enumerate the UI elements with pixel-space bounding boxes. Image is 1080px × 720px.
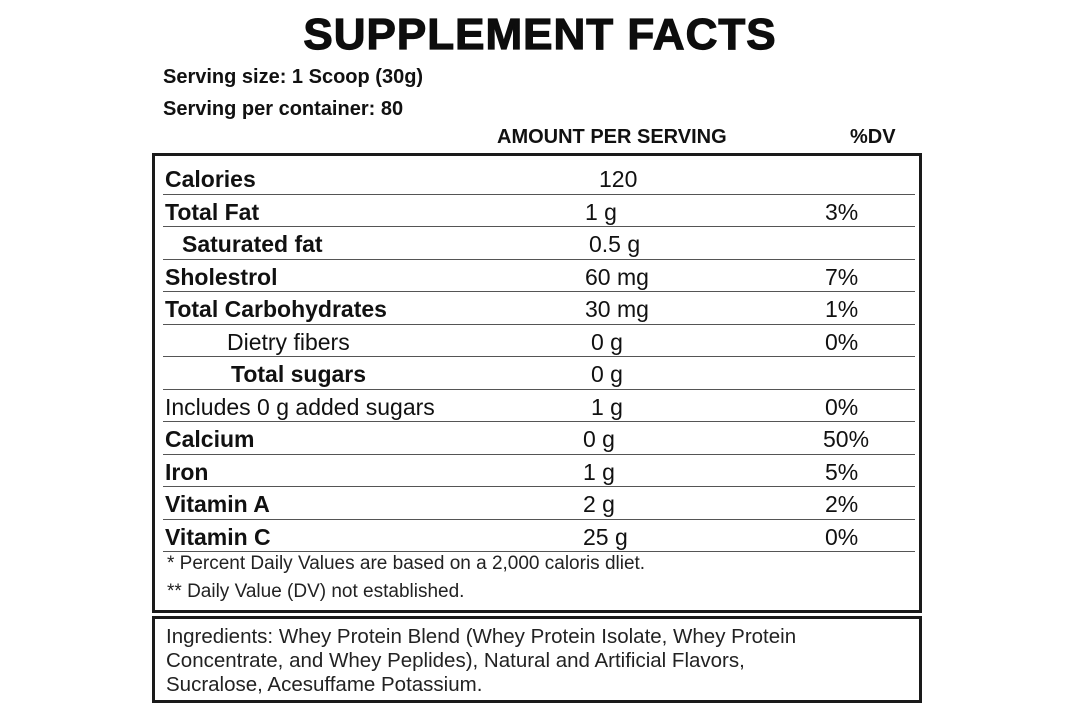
nutrient-amount: 30 mg (585, 296, 649, 322)
nutrient-amount: 1 g (591, 393, 623, 420)
nutrient-amount: 2 g (583, 491, 615, 517)
nutrient-amount: 60 mg (585, 263, 649, 290)
dv-column-header: %DV (850, 126, 896, 148)
nutrient-row-calcium: Calcium 0 g 50% (163, 422, 915, 455)
nutrient-row-saturated-fat: Saturated fat 0.5 g (163, 227, 915, 260)
label-title: SUPPLEMENT FACTS (303, 9, 777, 59)
nutrient-row-total-sugars: Total sugars 0 g (163, 357, 915, 390)
nutrient-name: Total Fat (165, 198, 260, 225)
nutrient-amount: 0 g (591, 328, 623, 355)
nutrient-name: Iron (165, 458, 209, 485)
nutrient-amount: 0 g (583, 426, 615, 452)
footnotes: * Percent Daily Values are based on a 2,… (167, 550, 645, 606)
nutrient-name: Vitamin C (165, 523, 271, 550)
nutrient-dv: 2% (825, 491, 859, 517)
ingredients-box: Ingredients: Whey Protein Blend (Whey Pr… (152, 616, 922, 703)
nutrient-dv: 50% (823, 426, 870, 452)
nutrient-table: Calories 120 Total Fat 1 g 3% Saturated … (163, 162, 915, 552)
nutrient-amount: 1 g (583, 458, 615, 485)
nutrient-row-vitamin-a: Vitamin A 2 g 2% (163, 487, 915, 520)
footnote-daily-values: * Percent Daily Values are based on a 2,… (167, 553, 646, 574)
nutrient-row-total-fat: Total Fat 1 g 3% (163, 195, 915, 227)
nutrient-row-cholesterol: Sholestrol 60 mg 7% (163, 260, 915, 292)
nutrient-name: Total Carbohydrates (165, 296, 387, 322)
nutrient-dv: 3% (825, 198, 859, 225)
nutrient-row-vitamin-c: Vitamin C 25 g 0% (163, 520, 915, 552)
nutrient-name: Vitamin A (165, 491, 270, 517)
ingredients-line: Ingredients: Whey Protein Blend (Whey Pr… (166, 625, 797, 648)
servings-per-container: Serving per container: 80 (163, 98, 404, 120)
nutrient-dv: 0% (825, 393, 859, 420)
nutrient-dv: 1% (825, 296, 859, 322)
nutrient-row-iron: Iron 1 g 5% (163, 455, 915, 487)
nutrient-row-total-carbohydrates: Total Carbohydrates 30 mg 1% (163, 292, 915, 325)
nutrient-amount: 120 (599, 166, 638, 192)
nutrient-name: Total sugars (231, 361, 367, 387)
nutrient-amount: 0 g (591, 361, 623, 387)
nutrient-row-added-sugars: Includes 0 g added sugars 1 g 0% (163, 390, 915, 422)
footnote-dv-not-established: ** Daily Value (DV) not established. (167, 581, 465, 602)
nutrient-name: Saturated fat (182, 231, 323, 257)
nutrient-amount: 25 g (583, 523, 628, 550)
ingredients-line: Concentrate, and Whey Peplides), Natural… (166, 649, 745, 672)
nutrient-dv: 0% (825, 523, 859, 550)
serving-size: Serving size: 1 Scoop (30g) (163, 66, 424, 88)
ingredients-line: Sucralose, Acesuffame Potassium. (166, 673, 483, 696)
nutrient-dv: 7% (825, 263, 859, 290)
nutrient-name: Sholestrol (165, 263, 278, 290)
nutrient-row-calories: Calories 120 (163, 162, 915, 195)
nutrient-name: Dietry fibers (227, 328, 350, 355)
nutrient-dv: 5% (825, 458, 859, 485)
nutrient-amount: 1 g (585, 198, 617, 225)
amount-column-header: AMOUNT PER SERVING (497, 126, 727, 148)
nutrient-panel: Calories 120 Total Fat 1 g 3% Saturated … (152, 153, 922, 613)
nutrient-row-dietary-fiber: Dietry fibers 0 g 0% (163, 325, 915, 357)
nutrient-name: Calcium (165, 426, 255, 452)
nutrient-dv: 0% (825, 328, 859, 355)
nutrient-name: Includes 0 g added sugars (165, 393, 435, 420)
nutrient-amount: 0.5 g (589, 231, 641, 257)
nutrient-name: Calories (165, 166, 256, 192)
